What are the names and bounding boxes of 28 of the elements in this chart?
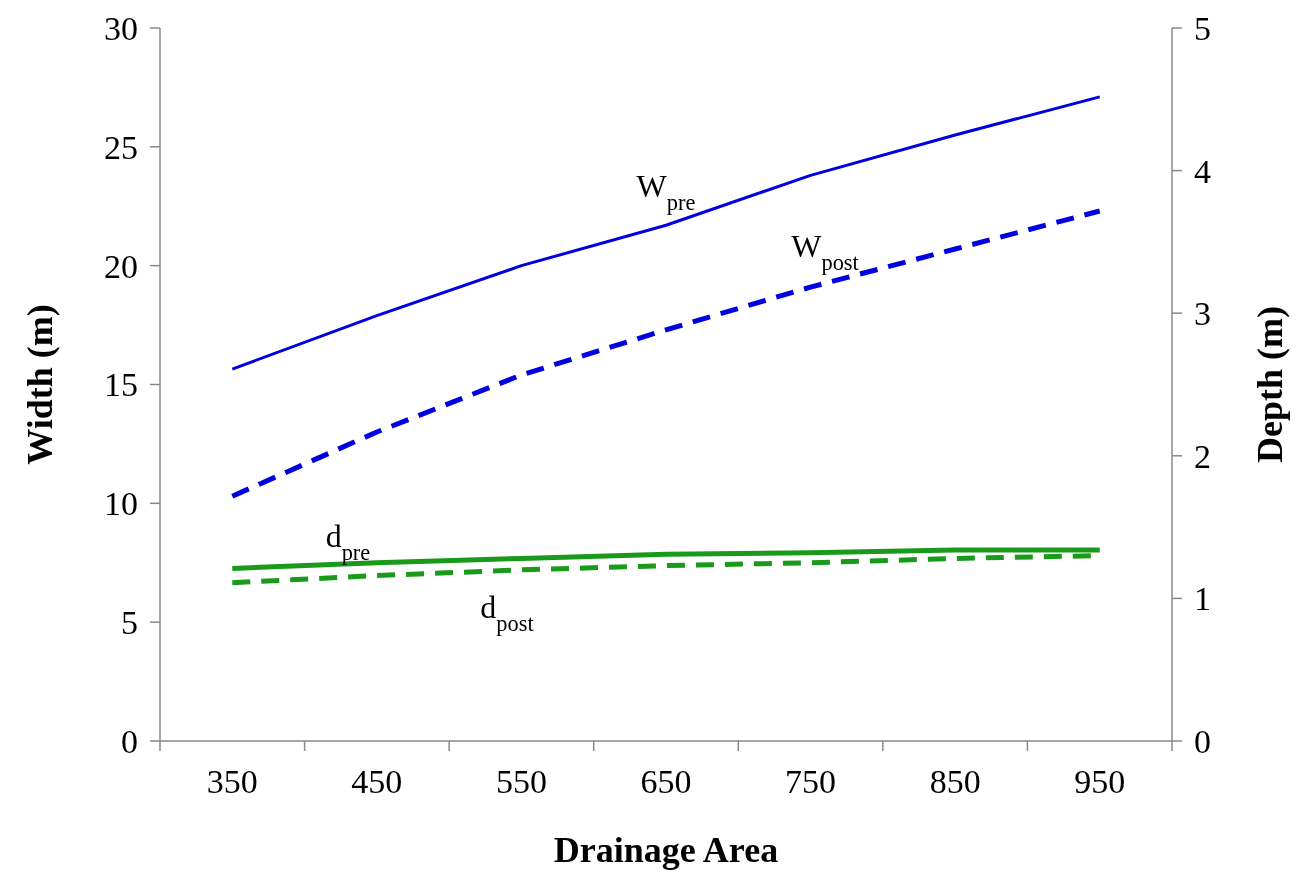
y2-tick-label: 5 [1194, 9, 1211, 47]
y-axis-title: Width (m) [20, 304, 60, 465]
series-label: d$_{pre}$ [325, 517, 371, 565]
series-label: W$_{post}$ [791, 228, 860, 275]
line-series [230, 95, 1102, 371]
x-tick-label: 850 [929, 763, 981, 800]
y2-tick-label: 1 [1194, 580, 1211, 618]
x-tick-label: 750 [785, 763, 837, 800]
x-tick-label: 350 [206, 763, 258, 800]
series-label: d$_{post}$ [480, 588, 535, 636]
x-tick-label: 650 [640, 763, 692, 800]
x-tick-label: 950 [1074, 763, 1126, 800]
series-label: W$_{pre}$ [636, 168, 696, 215]
y-tick-label: 25 [104, 128, 138, 166]
y2-tick-label: 2 [1194, 437, 1211, 475]
y-tick-label: 20 [104, 247, 138, 285]
x-axis-title: Drainage Area [553, 830, 779, 870]
y2-tick-label: 4 [1194, 152, 1211, 190]
y2-tick-label: 3 [1194, 295, 1211, 333]
y-tick-label: 30 [104, 9, 138, 47]
y-tick-label: 15 [104, 366, 138, 404]
y-tick-label: 0 [121, 722, 138, 760]
x-tick-label: 550 [495, 763, 547, 800]
x-tick-label: 450 [351, 763, 403, 800]
y2-axis-title: Depth (m) [1250, 306, 1290, 463]
y2-tick-label: 0 [1194, 722, 1211, 760]
y-tick-label: 10 [104, 485, 138, 523]
y-tick-label: 5 [121, 604, 138, 642]
